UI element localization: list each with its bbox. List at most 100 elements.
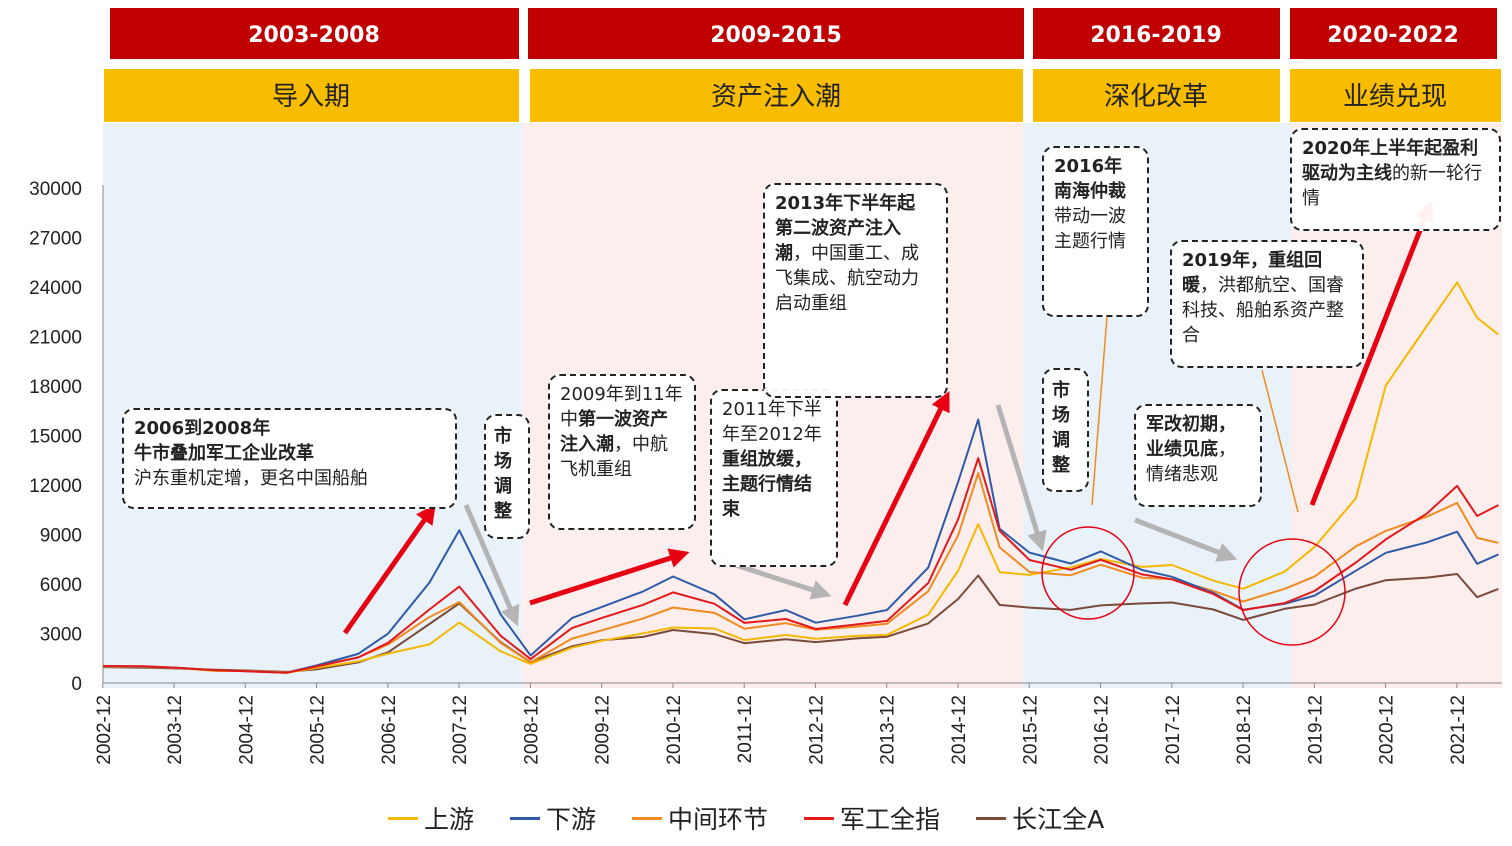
series-line-0 — [102, 281, 1500, 674]
legend-label-military: 军工全指 — [840, 805, 941, 834]
phase-name-3: 深化改革 — [1104, 82, 1208, 112]
up-arrow-2009 — [529, 548, 690, 606]
legend-label-downstream: 下游 — [546, 805, 597, 834]
legend-item-upstream: 上游 — [388, 800, 474, 836]
x-tick-label: 2020-12 — [1377, 695, 1398, 765]
phase-name-1: 导入期 — [272, 82, 350, 112]
legend-swatch-allA — [976, 816, 1007, 820]
x-tick-label: 2004-12 — [236, 695, 257, 765]
series-line-4 — [102, 573, 1499, 673]
y-tick-label: 21000 — [29, 328, 82, 349]
annotation-2020-bold: 2020年上半年起盈利驱动为主线 — [1302, 138, 1479, 184]
annotation-2013: 2013年下半年起 第二波资产注入潮，中国重工、成飞集成、航空动力启动重组 — [763, 183, 948, 398]
x-tick-label: 2017-12 — [1163, 695, 1184, 765]
annotation-2020: 2020年上半年起盈利驱动为主线的新一轮行情 — [1290, 128, 1501, 231]
legend-label-allA: 长江全A — [1012, 805, 1105, 834]
y-tick-label: 30000 — [29, 179, 82, 200]
legend-swatch-midstream — [632, 816, 663, 820]
annotation-2009-text2: ，中航飞机重组 — [560, 434, 668, 480]
phase-bg-1 — [103, 123, 522, 688]
legend-label-midstream: 中间环节 — [668, 805, 769, 834]
phase-header-4: 2020-2022 业绩兑现 — [1290, 8, 1501, 122]
x-tick-label: 2010-12 — [664, 695, 685, 765]
annotation-2011-text: 2011年下半年至2012年 — [722, 399, 822, 445]
annotation-2011-bold: 重组放缓，主题行情结束 — [722, 449, 812, 520]
up-arrow-2006 — [342, 503, 436, 635]
x-tick-label: 2016-12 — [1092, 695, 1113, 765]
x-tick-label: 2005-12 — [308, 695, 329, 765]
y-tick-label: 24000 — [29, 278, 82, 299]
legend-item-downstream: 下游 — [510, 800, 596, 836]
phase-header-2: 2009-2015 资产注入潮 — [528, 8, 1024, 122]
annotation-2019-text: ，洪都航空、国睿科技、船舶系资产整合 — [1182, 275, 1344, 346]
annotation-2019-bold: 2019年，重组回暖 — [1182, 250, 1323, 296]
annotation-2016: 2016年南海仲裁带动一波主题行情 — [1042, 146, 1149, 317]
annotation-2016-text: 带动一波主题行情 — [1054, 206, 1126, 252]
series-layer — [102, 281, 1500, 674]
legend-swatch-downstream — [510, 816, 541, 820]
annotation-reform-text: ，情绪悲观 — [1146, 439, 1236, 485]
annotation-2016-bold: 2016年南海仲裁 — [1054, 156, 1126, 202]
x-tick-label: 2014-12 — [949, 695, 970, 765]
annotation-2013-bold1: 2013年下半年起 — [775, 193, 916, 214]
highlights — [1041, 316, 1346, 646]
y-tick-label: 0 — [71, 674, 82, 695]
annotation-2011: 2011年下半年至2012年重组放缓，主题行情结束 — [710, 389, 838, 567]
x-tick-label: 2019-12 — [1305, 695, 1326, 765]
annotation-2019: 2019年，重组回暖，洪都航空、国睿科技、船舶系资产整合 — [1170, 240, 1364, 368]
legend-swatch-military — [804, 816, 835, 820]
annotation-2009-text1: 2009年到11年中 — [560, 384, 683, 430]
highlight-circle-2016 — [1041, 526, 1135, 620]
y-tick-label: 6000 — [40, 575, 82, 596]
phase-years-3: 2016-2019 — [1090, 23, 1222, 48]
annotation-2006-line3: 沪东重机定增，更名中国船舶 — [134, 468, 368, 489]
x-tick-label: 2018-12 — [1234, 695, 1255, 765]
annotation-2013-text: ，中国重工、成飞集成、航空动力启动重组 — [775, 243, 919, 314]
annotation-adjust-1-text: 市场调整 — [494, 426, 512, 522]
highlight-circle-2019 — [1238, 538, 1346, 646]
y-tick-label: 18000 — [29, 377, 82, 398]
down-arrow-2008 — [463, 504, 520, 627]
y-axis: 0 3000 6000 9000 12000 15000 18000 21000 24000 27… — [29, 179, 82, 695]
up-arrow-2020 — [1309, 200, 1434, 506]
x-tick-label: 2003-12 — [165, 695, 186, 765]
phase-years-2: 2009-2015 — [710, 23, 842, 48]
legend-item-midstream: 中间环节 — [632, 800, 768, 836]
pointer-2016 — [1091, 316, 1108, 506]
annotation-2009: 2009年到11年中第一波资产注入潮，中航飞机重组 — [548, 374, 696, 530]
legend-label-upstream: 上游 — [424, 805, 475, 834]
series-line-3 — [102, 457, 1499, 674]
annotation-adjust-1: 市场调整 — [484, 414, 530, 539]
y-tick-label: 27000 — [29, 229, 82, 250]
x-axis: 2002-12 2003-12 2004-12 2005-12 2006-12 2007-… — [94, 683, 1469, 765]
annotation-reform: 军改初期，业绩见底，情绪悲观 — [1134, 404, 1262, 507]
y-tick-label: 12000 — [29, 476, 82, 497]
y-tick-label: 9000 — [40, 526, 82, 547]
x-tick-label: 2008-12 — [521, 695, 542, 765]
x-tick-label: 2021-12 — [1448, 695, 1469, 765]
legend-swatch-upstream — [388, 816, 418, 820]
phase-header-3: 2016-2019 深化改革 — [1033, 8, 1280, 122]
legend: 上游 下游 中间环节 军工全指 长江全A — [388, 800, 1104, 836]
x-tick-label: 2007-12 — [450, 695, 471, 765]
legend-item-allA: 长江全A — [976, 800, 1104, 836]
phase-name-2: 资产注入潮 — [711, 82, 841, 112]
x-tick-label: 2006-12 — [379, 695, 400, 765]
annotation-reform-bold: 军改初期，业绩见底 — [1146, 414, 1236, 460]
legend-item-military: 军工全指 — [804, 800, 940, 836]
annotation-2006-line2: 牛市叠加军工企业改革 — [134, 443, 314, 464]
x-tick-label: 2002-12 — [94, 695, 115, 765]
x-tick-label: 2009-12 — [593, 695, 614, 765]
annotation-2013-bold2: 第二波资产注入潮 — [775, 218, 901, 264]
phase-years-1: 2003-2008 — [248, 23, 380, 48]
annotation-2009-bold: 第一波资产注入潮 — [560, 409, 668, 455]
phase-header-1: 2003-2008 导入期 — [104, 8, 519, 122]
annotation-2006: 2006到2008年 牛市叠加军工企业改革 沪东重机定增，更名中国船舶 — [122, 408, 457, 509]
x-tick-label: 2015-12 — [1020, 695, 1041, 765]
down-arrow-2015 — [995, 404, 1047, 552]
up-arrow-2013 — [842, 391, 950, 607]
pointer-2019 — [1261, 369, 1299, 513]
x-tick-label: 2011-12 — [735, 695, 756, 763]
x-tick-label: 2012-12 — [806, 695, 827, 765]
y-tick-label: 15000 — [29, 427, 82, 448]
